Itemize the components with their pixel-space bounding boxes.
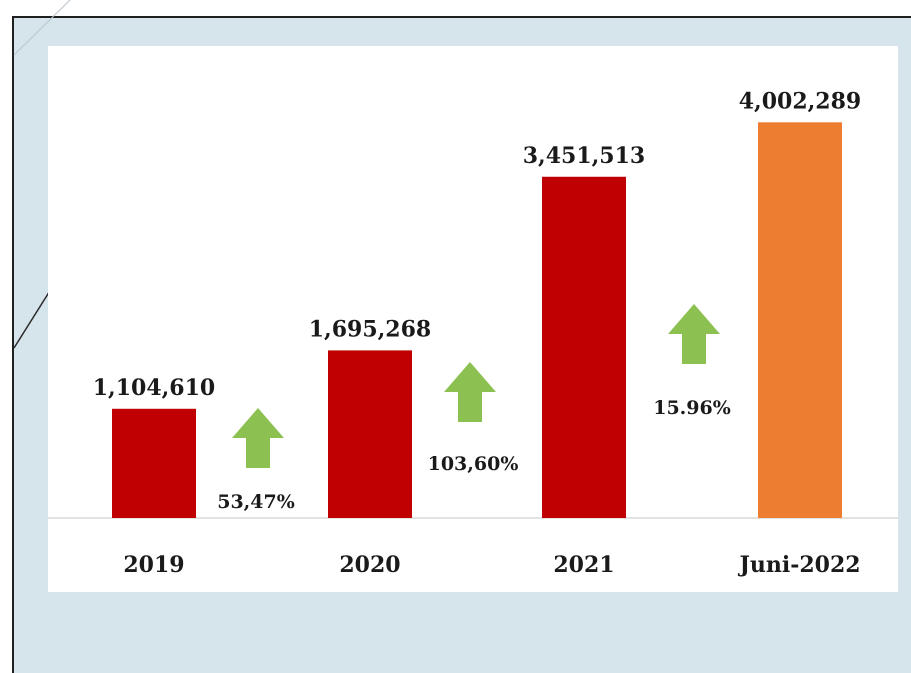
bar-chart: 1,104,610 2019 1,695,268 2020 3,451,513 2021 4… xyxy=(48,88,898,578)
growth-label: 53,47% xyxy=(217,491,295,513)
left-strip xyxy=(0,0,12,673)
bar-Juni-2022 xyxy=(758,122,842,518)
bar-2019 xyxy=(112,408,196,518)
growth-label: 15.96% xyxy=(653,397,731,419)
value-label: 1,104,610 xyxy=(93,375,215,401)
growth-arrow-icon xyxy=(232,408,284,468)
chart-card: 1,104,610 2019 1,695,268 2020 3,451,513 2021 4… xyxy=(48,46,898,592)
category-label: Juni-2022 xyxy=(737,552,860,578)
left-rule xyxy=(12,16,14,673)
category-label: 2019 xyxy=(123,552,184,578)
top-rule xyxy=(12,16,911,18)
category-label: 2021 xyxy=(553,552,614,578)
value-label: 3,451,513 xyxy=(523,143,645,169)
growth-arrow-icon xyxy=(444,362,496,422)
bar-2021 xyxy=(542,176,626,518)
value-label: 4,002,289 xyxy=(739,88,861,114)
bar-2020 xyxy=(328,350,412,518)
value-label: 1,695,268 xyxy=(309,316,431,342)
category-label: 2020 xyxy=(339,552,400,578)
growth-label: 103,60% xyxy=(428,453,519,475)
growth-arrow-icon xyxy=(668,304,720,364)
top-strip xyxy=(0,0,911,18)
